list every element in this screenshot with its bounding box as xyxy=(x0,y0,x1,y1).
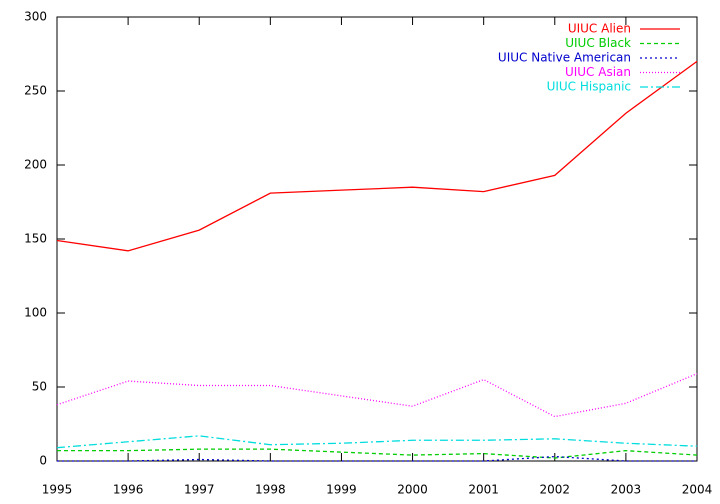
y-tick-label: 300 xyxy=(24,10,47,24)
y-tick-label: 0 xyxy=(39,454,47,468)
legend-label: UIUC Asian xyxy=(565,65,631,79)
y-tick-label: 150 xyxy=(24,232,47,246)
series-line xyxy=(56,435,698,449)
x-tick-label: 1998 xyxy=(255,483,286,497)
series-line xyxy=(56,60,698,252)
x-tick-label: 2004 xyxy=(682,483,713,497)
series-line xyxy=(56,373,698,418)
y-tick-label: 200 xyxy=(24,158,47,172)
y-tick-label: 100 xyxy=(24,306,47,320)
x-tick-label: 2001 xyxy=(468,483,499,497)
x-tick-label: 1996 xyxy=(113,483,144,497)
x-tick-label: 1995 xyxy=(42,483,73,497)
legend-label: UIUC Black xyxy=(565,36,631,50)
y-tick-label: 50 xyxy=(32,380,47,394)
legend-label: UIUC Native American xyxy=(498,51,631,65)
legend-label: UIUC Hispanic xyxy=(547,80,631,94)
series-line xyxy=(57,448,698,459)
x-tick-label: 2000 xyxy=(397,483,428,497)
x-tick-label: 1999 xyxy=(326,483,357,497)
x-tick-label: 2002 xyxy=(540,483,571,497)
x-tick-label: 1997 xyxy=(184,483,215,497)
y-tick-label: 250 xyxy=(24,84,47,98)
legend-label: UIUC Alien xyxy=(568,22,631,36)
series-line xyxy=(57,455,697,462)
x-tick-label: 2003 xyxy=(611,483,642,497)
